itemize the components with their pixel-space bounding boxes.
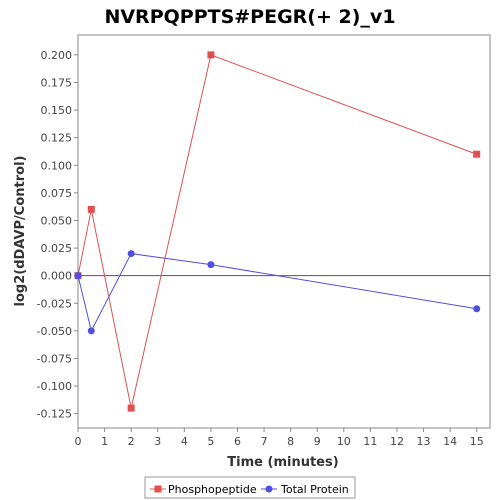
- data-point-phosphopeptide: [207, 51, 215, 59]
- data-point-total-protein: [473, 305, 481, 313]
- x-tick-label: 1: [101, 435, 108, 448]
- legend-box: [144, 476, 356, 499]
- data-point-total-protein: [207, 261, 215, 269]
- y-tick-label: 0.125: [41, 132, 73, 145]
- legend: Phosphopeptide Total Protein: [144, 476, 356, 499]
- legend-label: Phosphopeptide: [168, 483, 257, 496]
- legend-label: Total Protein: [280, 483, 349, 496]
- y-tick-label: 0.200: [41, 49, 73, 62]
- x-tick-label: 14: [443, 435, 457, 448]
- x-tick-label: 7: [261, 435, 268, 448]
- y-tick-label: 0.075: [41, 187, 73, 200]
- plot-area: [77, 34, 491, 429]
- y-tick-label: 0.150: [41, 104, 73, 117]
- y-tick-label: -0.025: [37, 297, 72, 310]
- data-point-phosphopeptide: [473, 150, 481, 158]
- x-tick-label: 10: [337, 435, 351, 448]
- x-axis: 0 1 2 3 4 5 6 7 8 9 10 11 12 13 14 15: [75, 428, 484, 448]
- x-tick-label: 13: [417, 435, 431, 448]
- y-axis: -0.125 -0.100 -0.075 -0.050 -0.025 0.000 0.025…: [37, 49, 78, 421]
- legend-marker-circle: [265, 485, 273, 493]
- x-tick-label: 5: [207, 435, 214, 448]
- x-tick-label: 15: [470, 435, 484, 448]
- y-tick-label: 0.025: [41, 242, 73, 255]
- x-tick-label: 12: [390, 435, 404, 448]
- x-axis-label: Time (minutes): [227, 455, 338, 470]
- x-tick-label: 6: [234, 435, 241, 448]
- x-tick-label: 2: [128, 435, 135, 448]
- data-point-phosphopeptide: [87, 205, 95, 213]
- series-markers: [74, 51, 481, 412]
- data-point-phosphopeptide: [127, 404, 135, 412]
- y-tick-label: -0.125: [37, 408, 72, 421]
- data-point-total-protein: [127, 250, 135, 258]
- x-tick-label: 9: [314, 435, 321, 448]
- y-tick-label: 0.050: [41, 214, 73, 227]
- x-tick-label: 4: [181, 435, 188, 448]
- y-tick-label: 0.175: [41, 76, 73, 89]
- y-tick-label: 0.000: [41, 270, 73, 283]
- y-tick-label: -0.050: [37, 325, 72, 338]
- y-tick-label: -0.100: [37, 380, 72, 393]
- y-axis-label: log2(dDAVP/Control): [13, 156, 28, 307]
- data-point-total-protein: [87, 327, 95, 335]
- y-tick-label: 0.100: [41, 159, 73, 172]
- x-tick-label: 11: [363, 435, 377, 448]
- data-point-total-protein: [74, 272, 82, 280]
- x-tick-label: 8: [287, 435, 294, 448]
- chart-title: NVRPQPPTS#PEGR(+ 2)_v1: [104, 6, 395, 28]
- x-tick-label: 0: [75, 435, 82, 448]
- x-tick-label: 3: [154, 435, 161, 448]
- y-tick-label: -0.075: [37, 352, 72, 365]
- legend-marker-square: [154, 485, 162, 493]
